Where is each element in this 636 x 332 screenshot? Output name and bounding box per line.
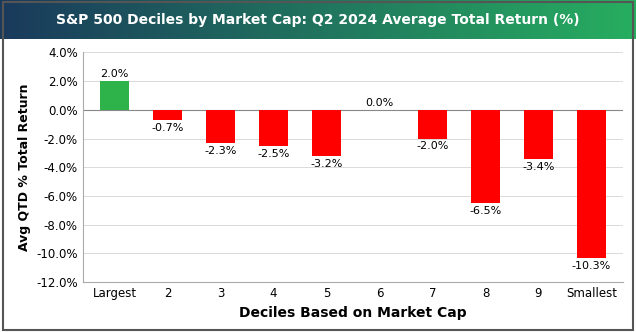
Text: -3.2%: -3.2%: [310, 159, 343, 169]
Text: -0.7%: -0.7%: [151, 123, 184, 133]
Text: S&P 500 Deciles by Market Cap: Q2 2024 Average Total Return (%): S&P 500 Deciles by Market Cap: Q2 2024 A…: [56, 13, 580, 27]
Text: 2.0%: 2.0%: [100, 69, 128, 79]
Text: -3.4%: -3.4%: [522, 162, 555, 172]
Text: -2.3%: -2.3%: [204, 146, 237, 156]
Bar: [153, 110, 182, 120]
Bar: [577, 110, 606, 258]
Text: 0.0%: 0.0%: [365, 98, 394, 108]
Bar: [259, 110, 288, 146]
Bar: [312, 110, 341, 156]
Bar: [100, 81, 129, 110]
Y-axis label: Avg QTD % Total Return: Avg QTD % Total Return: [18, 84, 31, 251]
Text: -2.5%: -2.5%: [258, 149, 289, 159]
Bar: [471, 110, 500, 203]
Bar: [206, 110, 235, 143]
X-axis label: Deciles Based on Market Cap: Deciles Based on Market Cap: [239, 306, 467, 320]
Text: -10.3%: -10.3%: [572, 261, 611, 271]
Text: -2.0%: -2.0%: [417, 141, 448, 151]
Bar: [524, 110, 553, 159]
Bar: [418, 110, 447, 138]
Text: -6.5%: -6.5%: [469, 206, 502, 216]
